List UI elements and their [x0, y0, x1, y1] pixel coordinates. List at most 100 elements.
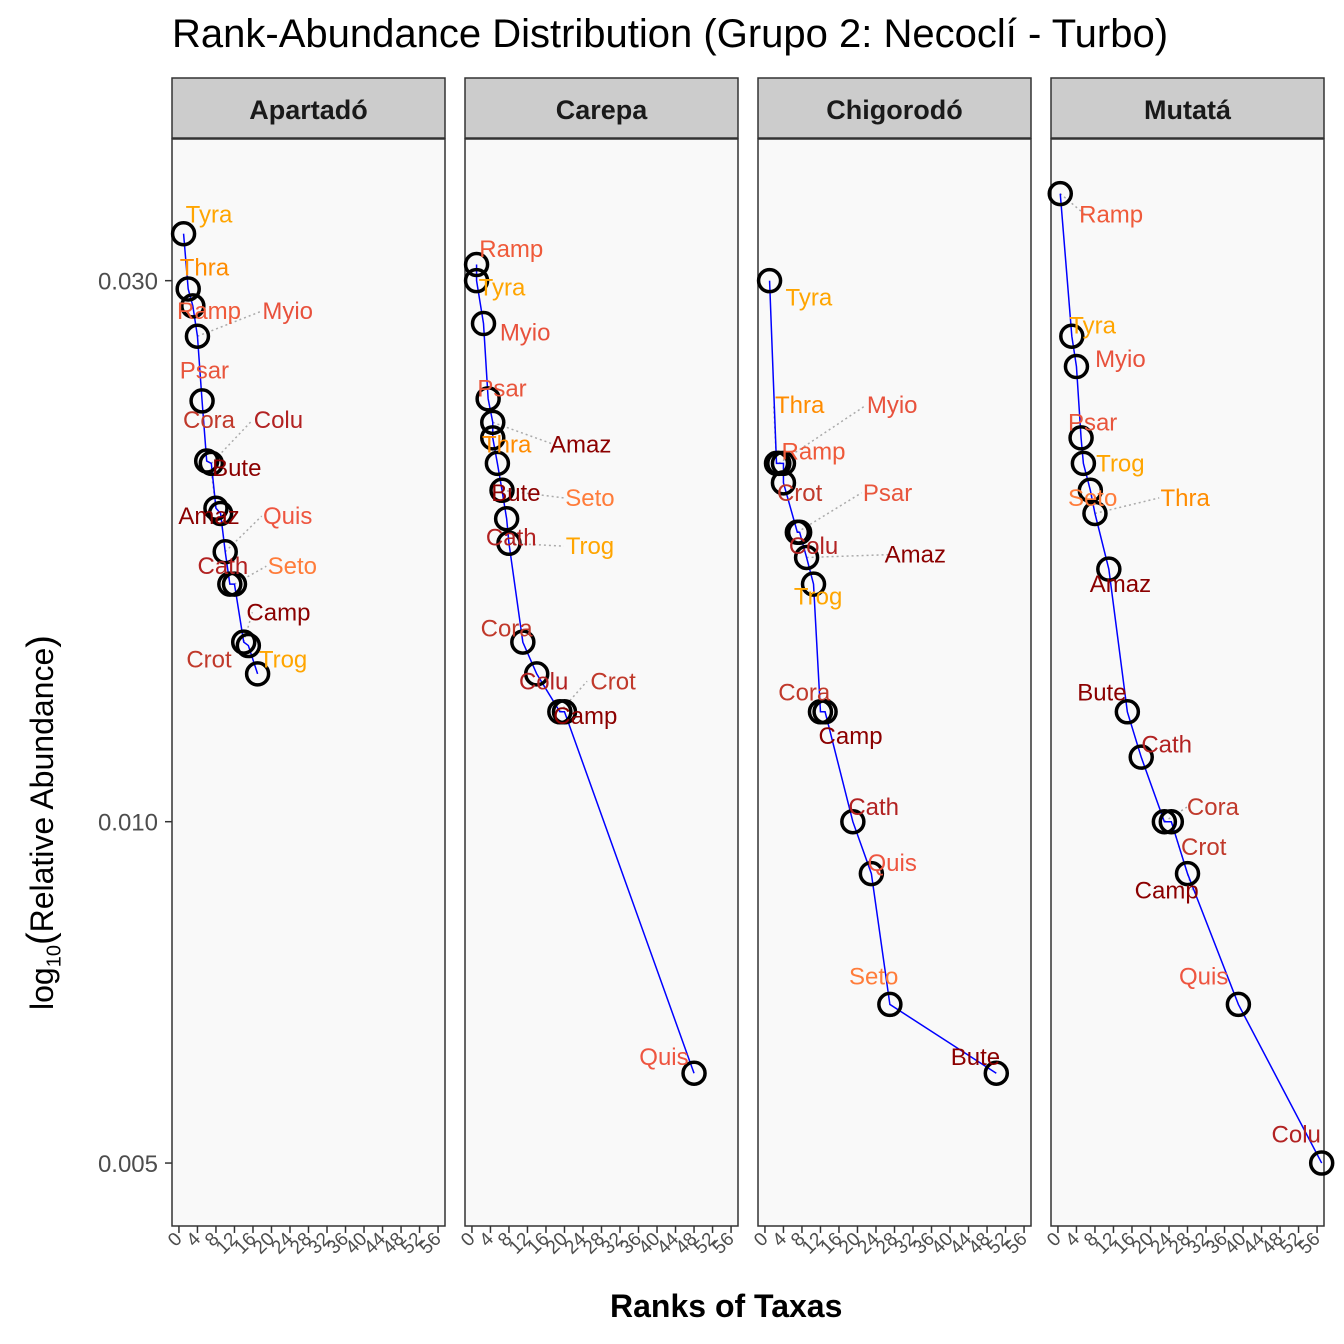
- panel-background: [171, 138, 446, 1227]
- data-point: [1174, 860, 1201, 887]
- label-leader-line: [508, 542, 564, 547]
- data-point: [681, 1060, 707, 1087]
- label-leader-line: [1059, 193, 1086, 216]
- facet-panel: Chigorodó048121620242832364044485256Tyra…: [750, 77, 1032, 1259]
- y-axis-label: log10(Relative Abundance): [20, 635, 66, 1010]
- data-point: [800, 571, 827, 597]
- label-leader-line: [806, 553, 890, 559]
- facet-strip: [171, 77, 446, 139]
- data-point: [212, 539, 238, 565]
- taxon-label: Seto: [565, 485, 614, 512]
- taxon-label: Amaz: [178, 503, 239, 530]
- taxon-label: Thra: [482, 432, 532, 459]
- taxon-label: Camp: [553, 703, 617, 730]
- y-tick-label: 0.010: [98, 810, 158, 837]
- x-tick-label: 4: [183, 1228, 206, 1251]
- data-point: [1151, 808, 1178, 835]
- taxon-label: Colu: [519, 668, 568, 695]
- taxon-label: Tyra: [786, 284, 833, 311]
- data-point: [1063, 353, 1090, 380]
- taxon-label: Ramp: [177, 298, 241, 325]
- taxon-label: Colu: [254, 407, 303, 434]
- x-tick-label: 4: [476, 1228, 499, 1251]
- taxon-label: Colu: [789, 533, 838, 560]
- data-point: [523, 661, 550, 687]
- data-point: [1077, 477, 1104, 504]
- x-axis-label: Ranks of Taxas: [610, 1288, 843, 1324]
- data-point: [1059, 323, 1085, 349]
- taxon-label: Camp: [819, 723, 883, 750]
- taxon-label: Crot: [777, 480, 823, 507]
- data-point: [475, 386, 501, 412]
- taxon-label: Ramp: [1079, 202, 1143, 229]
- data-point: [1114, 699, 1141, 725]
- data-point: [1128, 744, 1154, 770]
- data-point: [877, 991, 903, 1018]
- taxon-label: Trog: [794, 583, 842, 610]
- facet-strip: [757, 77, 1032, 139]
- rank-line: [475, 264, 695, 1074]
- x-tick-label: 56: [709, 1229, 739, 1259]
- data-point: [175, 276, 201, 302]
- taxon-label: Myio: [867, 392, 918, 419]
- data-point: [244, 661, 271, 687]
- taxon-label: Cora: [778, 679, 831, 706]
- data-point: [489, 477, 515, 504]
- taxon-label: Myio: [262, 298, 313, 325]
- chart-title: Rank-Abundance Distribution (Grupo 2: Ne…: [172, 12, 1169, 56]
- label-leader-line: [243, 612, 254, 643]
- facet-strip: [1050, 77, 1325, 139]
- x-tick-label: 0: [457, 1229, 479, 1251]
- data-point: [463, 267, 490, 294]
- data-point: [793, 544, 820, 571]
- data-point: [840, 808, 866, 835]
- data-point: [480, 425, 506, 451]
- rank-line: [1059, 193, 1323, 1164]
- taxon-label: Amaz: [885, 542, 946, 569]
- taxon-label: Bute: [212, 455, 261, 482]
- data-point: [770, 450, 797, 477]
- y-tick-label: 0.030: [98, 269, 158, 296]
- taxon-label: Bute: [491, 480, 540, 507]
- data-point: [786, 519, 813, 545]
- taxon-label: Cora: [1187, 794, 1240, 821]
- taxon-label: Quis: [868, 850, 917, 877]
- x-tick-label: 0: [1043, 1229, 1065, 1251]
- x-tick-label: 56: [1002, 1229, 1032, 1259]
- taxon-label: Psar: [863, 480, 912, 507]
- taxon-label: Ramp: [782, 439, 846, 466]
- data-point: [812, 699, 838, 725]
- data-point: [235, 632, 262, 659]
- rank-line: [768, 280, 997, 1074]
- data-point: [1308, 1150, 1335, 1176]
- taxon-label: Thra: [180, 255, 230, 282]
- taxon-label: Camp: [246, 599, 310, 626]
- data-point: [1068, 425, 1094, 451]
- facet-strip: [464, 77, 739, 139]
- taxon-label: Seto: [268, 553, 317, 580]
- taxon-label: Tyra: [186, 202, 233, 229]
- x-tick-label: 4: [1062, 1228, 1085, 1251]
- taxon-label: Psar: [1068, 409, 1117, 436]
- taxon-label: Quis: [639, 1044, 688, 1071]
- taxon-label: Seto: [849, 964, 898, 991]
- facet-strip-label: Chigorodó: [826, 95, 962, 125]
- taxon-label: Cath: [198, 553, 249, 580]
- taxon-label: Thra: [1161, 485, 1211, 512]
- taxon-label: Psar: [477, 376, 526, 403]
- taxon-label: Crot: [590, 668, 636, 695]
- data-point: [858, 860, 885, 887]
- taxon-label: Bute: [1077, 679, 1126, 706]
- label-leader-line: [559, 680, 588, 713]
- x-tick-label: 4: [769, 1228, 792, 1251]
- taxon-label: Ramp: [479, 236, 543, 263]
- taxon-label: Thra: [775, 392, 825, 419]
- data-point: [983, 1060, 1010, 1087]
- taxon-label: Cath: [486, 525, 537, 552]
- taxon-label: Bute: [951, 1044, 1000, 1071]
- taxon-label: Cora: [481, 616, 534, 643]
- x-tick-label: 56: [1295, 1229, 1325, 1259]
- taxon-label: Tyra: [479, 274, 526, 301]
- x-tick-label: 56: [416, 1229, 446, 1259]
- taxon-label: Trog: [1096, 450, 1144, 477]
